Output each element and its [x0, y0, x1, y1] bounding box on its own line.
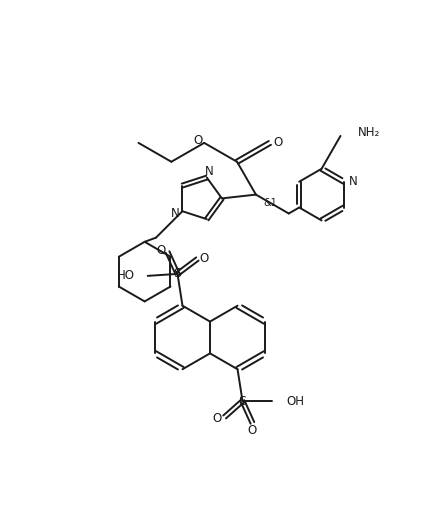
Text: N: N: [171, 207, 180, 220]
Text: N: N: [349, 175, 357, 188]
Text: S: S: [173, 267, 181, 281]
Text: O: O: [200, 252, 209, 266]
Text: O: O: [212, 412, 221, 425]
Text: OH: OH: [286, 394, 304, 407]
Text: O: O: [156, 244, 165, 256]
Text: O: O: [194, 134, 203, 147]
Text: O: O: [248, 424, 257, 438]
Text: S: S: [239, 394, 246, 407]
Text: NH₂: NH₂: [358, 127, 381, 140]
Text: HO: HO: [117, 269, 135, 282]
Text: &1: &1: [264, 198, 278, 208]
Text: N: N: [204, 165, 213, 178]
Text: O: O: [273, 136, 282, 149]
